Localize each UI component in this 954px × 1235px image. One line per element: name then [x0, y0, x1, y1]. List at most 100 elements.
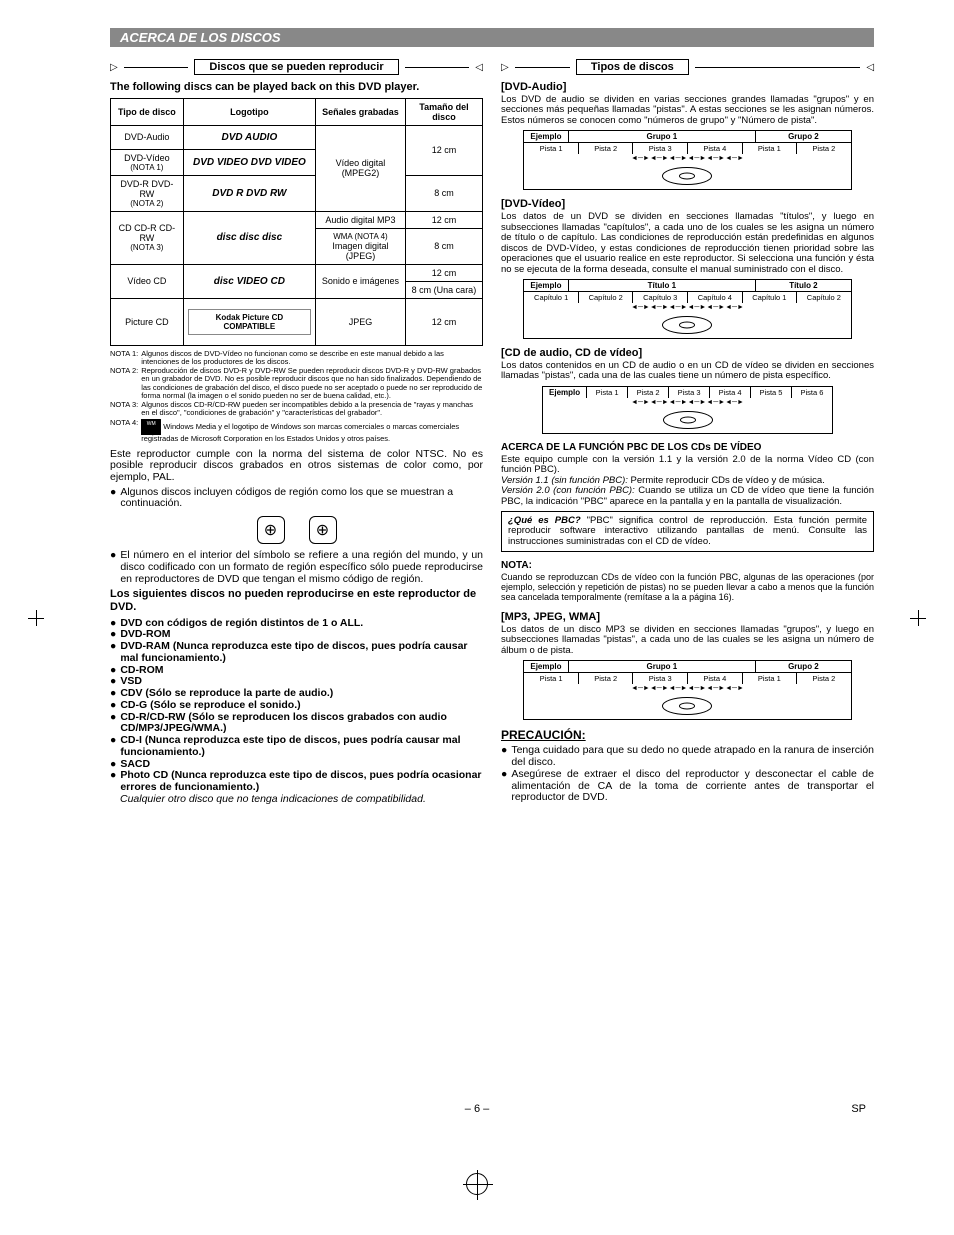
cell-size: 12 cm	[405, 211, 482, 228]
dvd-video-text: Los datos de un DVD se dividen en seccio…	[501, 212, 874, 275]
track-cell: Pista 1	[743, 143, 798, 154]
diagram-dvd-audio: Ejemplo Grupo 1 Grupo 2 Pista 1Pista 2Pi…	[523, 130, 851, 190]
disc-icon	[662, 697, 712, 715]
disc-icon	[662, 167, 712, 185]
cell-type: DVD-Audio	[111, 125, 184, 149]
mp3-heading: [MP3, JPEG, WMA]	[501, 611, 874, 623]
track-cell: Capítulo 4	[688, 292, 743, 303]
precaution-heading: PRECAUCIÓN:	[501, 728, 874, 742]
cell-type: CD CD-R CD-RW(NOTA 3)	[111, 211, 184, 264]
no-play-intro: Los siguientes discos no pueden reproduc…	[110, 588, 483, 613]
region-icons: ⊕ ⊕	[110, 516, 483, 544]
cell-signal: JPEG	[316, 298, 406, 345]
no-play-list: ●DVD con códigos de región distintos de …	[110, 618, 483, 794]
cell-size: 8 cm (Una cara)	[405, 281, 482, 298]
track-cell: Pista 4	[688, 673, 743, 684]
diagram-mp3: Ejemplo Grupo 1 Grupo 2 Pista 1Pista 2Pi…	[523, 660, 851, 720]
dvd-video-heading: [DVD-Vídeo]	[501, 198, 874, 210]
track-cell: Pista 1	[743, 673, 798, 684]
track-cell: Pista 1	[587, 387, 628, 398]
logo-dvd-r: DVD R DVD RW	[183, 175, 315, 211]
track-cell: Capítulo 1	[743, 292, 798, 303]
cell-size: 12 cm	[405, 298, 482, 345]
cell-size: 8 cm	[405, 228, 482, 264]
tail-italic: Cualquier otro disco que no tenga indica…	[120, 794, 483, 806]
cell-size: 12 cm	[405, 125, 482, 175]
arrow-icon: ▷	[110, 62, 118, 73]
disc-table: Tipo de disco Logotipo Señales grabadas …	[110, 98, 483, 346]
logo-vcd: disc VIDEO CD	[183, 264, 315, 298]
cell-signal: Audio digital MP3	[316, 211, 406, 228]
cd-heading: [CD de audio, CD de vídeo]	[501, 347, 874, 359]
left-title-label: Discos que se pueden reproducir	[194, 59, 398, 75]
list-item: ●DVD-RAM (Nunca reproduzca este tipo de …	[110, 641, 483, 665]
globe-icon: ⊕	[309, 516, 337, 544]
track-cell: Capítulo 2	[579, 292, 634, 303]
right-title-label: Tipos de discos	[576, 59, 689, 75]
crop-circle-icon	[466, 1173, 488, 1195]
disc-icon	[663, 411, 713, 429]
footer-sp: SP	[851, 1103, 866, 1115]
list-item: ●CD-R/CD-RW (Sólo se reproducen los disc…	[110, 712, 483, 736]
cell-size: 12 cm	[405, 264, 482, 281]
track-cell: Pista 3	[633, 673, 688, 684]
mp3-text: Los datos de un disco MP3 se dividen en …	[501, 625, 874, 656]
cell-signal: Vídeo digital (MPEG2)	[316, 125, 406, 211]
track-cell: Pista 2	[579, 143, 634, 154]
th-signal: Señales grabadas	[316, 98, 406, 125]
right-column: ▷ Tipos de discos ◁ [DVD-Audio] Los DVD …	[501, 59, 874, 805]
page-number: – 6 –	[0, 1103, 954, 1115]
track-cell: Pista 2	[628, 387, 669, 398]
list-item: ●Photo CD (Nunca reproduzca este tipo de…	[110, 770, 483, 794]
arrow-icon: ◁	[866, 62, 874, 73]
list-item: ●CD-ROM	[110, 665, 483, 677]
logo-dvd-audio: DVD AUDIO	[183, 125, 315, 149]
track-cell: Pista 1	[524, 673, 579, 684]
list-item: ●Asegúrese de extraer el disco del repro…	[501, 769, 874, 804]
track-cell: Pista 2	[579, 673, 634, 684]
track-cell: Pista 4	[710, 387, 751, 398]
track-cell: Pista 3	[669, 387, 710, 398]
crop-mark-icon	[910, 610, 926, 626]
nota-text: Cuando se reproduzcan CDs de vídeo con l…	[501, 573, 874, 603]
intro-text: The following discs can be played back o…	[110, 81, 483, 94]
nota-heading: NOTA:	[501, 560, 874, 571]
dvd-audio-heading: [DVD-Audio]	[501, 81, 874, 93]
logo-dvd-video: DVD VIDEO DVD VIDEO	[183, 149, 315, 175]
cell-signal: WMA (NOTA 4)Imagen digital (JPEG)	[316, 228, 406, 264]
cell-size: 8 cm	[405, 175, 482, 211]
track-cell: Pista 5	[751, 387, 792, 398]
list-item: ●CD-G (Sólo se reproduce el sonido.)	[110, 700, 483, 712]
track-cell: Capítulo 2	[797, 292, 851, 303]
left-section-title: ▷ Discos que se pueden reproducir ◁	[110, 59, 483, 75]
cell-type: Picture CD	[111, 298, 184, 345]
track-cell: Pista 1	[524, 143, 579, 154]
ntsc-paragraph: Este reproductor cumple con la norma del…	[110, 449, 483, 484]
pbc-box: ¿Qué es PBC? "PBC" significa control de …	[501, 511, 874, 552]
th-type: Tipo de disco	[111, 98, 184, 125]
logo-kodak: Kodak Picture CD COMPATIBLE	[183, 298, 315, 345]
arrow-icon: ◁	[475, 62, 483, 73]
diagram-dvd-video: Ejemplo Título 1 Título 2 Capítulo 1Capí…	[523, 279, 851, 339]
globe-icon: ⊕	[257, 516, 285, 544]
crop-mark-icon	[28, 610, 44, 626]
disc-icon	[662, 316, 712, 334]
cd-text: Los datos contenidos en un CD de audio o…	[501, 361, 874, 382]
track-cell: Pista 3	[633, 143, 688, 154]
windows-media-icon: WM	[141, 419, 161, 435]
notes-block: NOTA 1:Algunos discos de DVD-Vídeo no fu…	[110, 350, 483, 443]
precaution-list: ●Tenga cuidado para que su dedo no quede…	[501, 745, 874, 804]
track-cell: Pista 4	[688, 143, 743, 154]
track-cell: Capítulo 1	[524, 292, 579, 303]
cell-signal: Sonido e imágenes	[316, 264, 406, 298]
logo-cd: disc disc disc	[183, 211, 315, 264]
cell-type: DVD-Vídeo(NOTA 1)	[111, 149, 184, 175]
list-item: ●Tenga cuidado para que su dedo no quede…	[501, 745, 874, 769]
page-header: ACERCA DE LOS DISCOS	[110, 28, 874, 47]
pbc-text: Este equipo cumple con la versión 1.1 y …	[501, 455, 874, 507]
left-column: ▷ Discos que se pueden reproducir ◁ The …	[110, 59, 483, 805]
list-item: ●El número en el interior del símbolo se…	[110, 550, 483, 585]
track-cell: Pista 6	[792, 387, 832, 398]
list-item: ●CD-I (Nunca reproduzca este tipo de dis…	[110, 735, 483, 759]
list-item: ●Algunos discos incluyen códigos de regi…	[110, 487, 483, 511]
